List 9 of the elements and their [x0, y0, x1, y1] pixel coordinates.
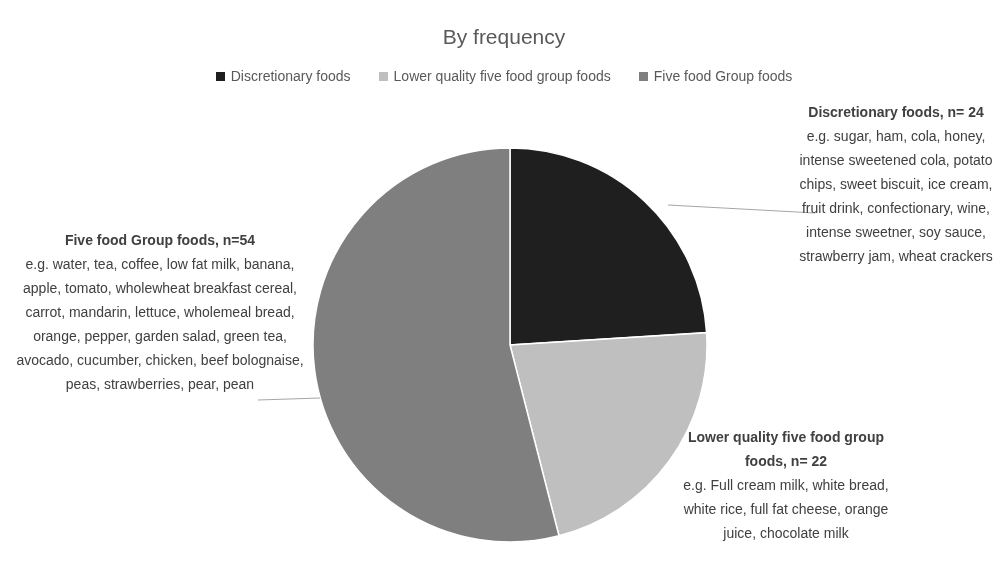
legend-label: Five food Group foods [653, 68, 793, 84]
legend-label: Lower quality five food group foods [393, 68, 611, 84]
text: Five food Group foods, n=54 [63, 231, 257, 250]
text: Discretionary foods, n= 24 [807, 103, 985, 122]
legend-label: Discretionary foods [230, 68, 351, 84]
chart-title: By frequency [441, 25, 567, 49]
text: e.g. sugar, ham, cola, honey, intense sweetened cola, potato chips, sweet biscuit, ice cream, fruit drink, confectionary, wine, intense sweetner, soy sauce, strawberry jam, wheat crackers [798, 127, 994, 266]
text: e.g. water, tea, coffee, low fat milk, banana, apple, tomato, wholewheat breakfast cereal, carrot, mandarin, lettuce, wholemeal bread, orange, pepper, garden salad, green tea, avocado, cucumber, chicken, beef bolognaise, peas, strawberries, pear, pean [15, 255, 305, 394]
text: e.g. Full cream milk, white bread, white rice, full fat cheese, orange juice, chocolate milk [682, 476, 890, 543]
